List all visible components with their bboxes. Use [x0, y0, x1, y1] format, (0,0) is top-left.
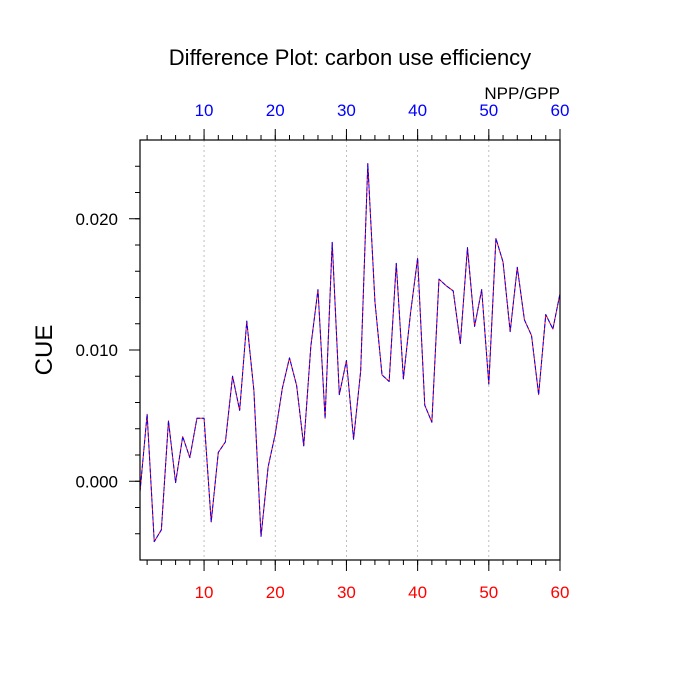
data-point: [332, 242, 333, 243]
data-point: [460, 343, 461, 344]
data-point: [189, 457, 190, 458]
x-tick-label-top: 50: [479, 101, 498, 120]
data-point: [225, 441, 226, 442]
data-point: [438, 279, 439, 280]
y-tick-label: 0.000: [75, 472, 118, 491]
data-point: [431, 422, 432, 423]
x-tick-label-bottom: 20: [266, 583, 285, 602]
data-point: [211, 521, 212, 522]
x-tick-label-top: 40: [408, 101, 427, 120]
y-tick-label: 0.010: [75, 341, 118, 360]
data-point: [360, 370, 361, 371]
data-point: [246, 321, 247, 322]
data-point: [253, 390, 254, 391]
data-point: [396, 263, 397, 264]
data-point: [417, 258, 418, 259]
data-point: [495, 238, 496, 239]
series-line-blue-dashed: [139, 163, 561, 543]
data-point: [510, 331, 511, 332]
tick-labels: 10 20 30 40 50 60 10 20 30 40 50 60 0.000 0.010 0.020: [75, 101, 569, 602]
y-axis-label: CUE: [31, 325, 58, 376]
grid-lines: [203, 140, 490, 560]
x-tick-label-bottom: 10: [195, 583, 214, 602]
data-point: [268, 466, 269, 467]
data-point: [374, 301, 375, 302]
data-point: [381, 374, 382, 375]
data-point: [524, 319, 525, 320]
axis-ticks: [129, 129, 561, 571]
data-point: [289, 357, 290, 358]
data-point: [161, 529, 162, 530]
chart-title: Difference Plot: carbon use efficiency: [169, 45, 531, 70]
data-point: [453, 290, 454, 291]
data-point: [403, 378, 404, 379]
data-point: [260, 536, 261, 537]
data-point: [545, 314, 546, 315]
data-point: [196, 418, 197, 419]
data-point: [239, 410, 240, 411]
x-tick-label-bottom: 50: [479, 583, 498, 602]
data-point: [232, 376, 233, 377]
data-point: [339, 394, 340, 395]
data-point: [182, 436, 183, 437]
x-tick-label-top: 60: [551, 101, 570, 120]
plot-frame: [139, 139, 561, 561]
data-point: [353, 439, 354, 440]
x-tick-label-top: 10: [195, 101, 214, 120]
data-point: [282, 387, 283, 388]
y-tick-label: 0.020: [75, 210, 118, 229]
data-point: [517, 267, 518, 268]
data-point: [275, 433, 276, 434]
data-point: [389, 381, 390, 382]
data-point: [203, 418, 204, 419]
data-point: [296, 385, 297, 386]
data-point: [488, 384, 489, 385]
data-point: [367, 163, 368, 164]
x-tick-label-top: 30: [337, 101, 356, 120]
data-point: [303, 445, 304, 446]
x-tick-label-bottom: 60: [551, 583, 570, 602]
series-lines: [139, 163, 561, 543]
data-point: [168, 420, 169, 421]
data-point: [481, 289, 482, 290]
data-point: [218, 452, 219, 453]
data-point: [154, 541, 155, 542]
data-point: [474, 326, 475, 327]
data-point: [552, 328, 553, 329]
data-point: [324, 418, 325, 419]
data-point: [410, 313, 411, 314]
x-tick-label-bottom: 30: [337, 583, 356, 602]
data-point: [538, 394, 539, 395]
data-point: [346, 360, 347, 361]
data-point: [147, 414, 148, 415]
x-tick-label-bottom: 40: [408, 583, 427, 602]
data-point: [446, 285, 447, 286]
data-point: [467, 247, 468, 248]
data-point: [175, 482, 176, 483]
data-point: [317, 289, 318, 290]
data-point: [424, 405, 425, 406]
data-point: [502, 261, 503, 262]
data-point: [310, 345, 311, 346]
data-point: [531, 335, 532, 336]
top-axis-label: NPP/GPP: [484, 84, 560, 103]
x-tick-label-top: 20: [266, 101, 285, 120]
